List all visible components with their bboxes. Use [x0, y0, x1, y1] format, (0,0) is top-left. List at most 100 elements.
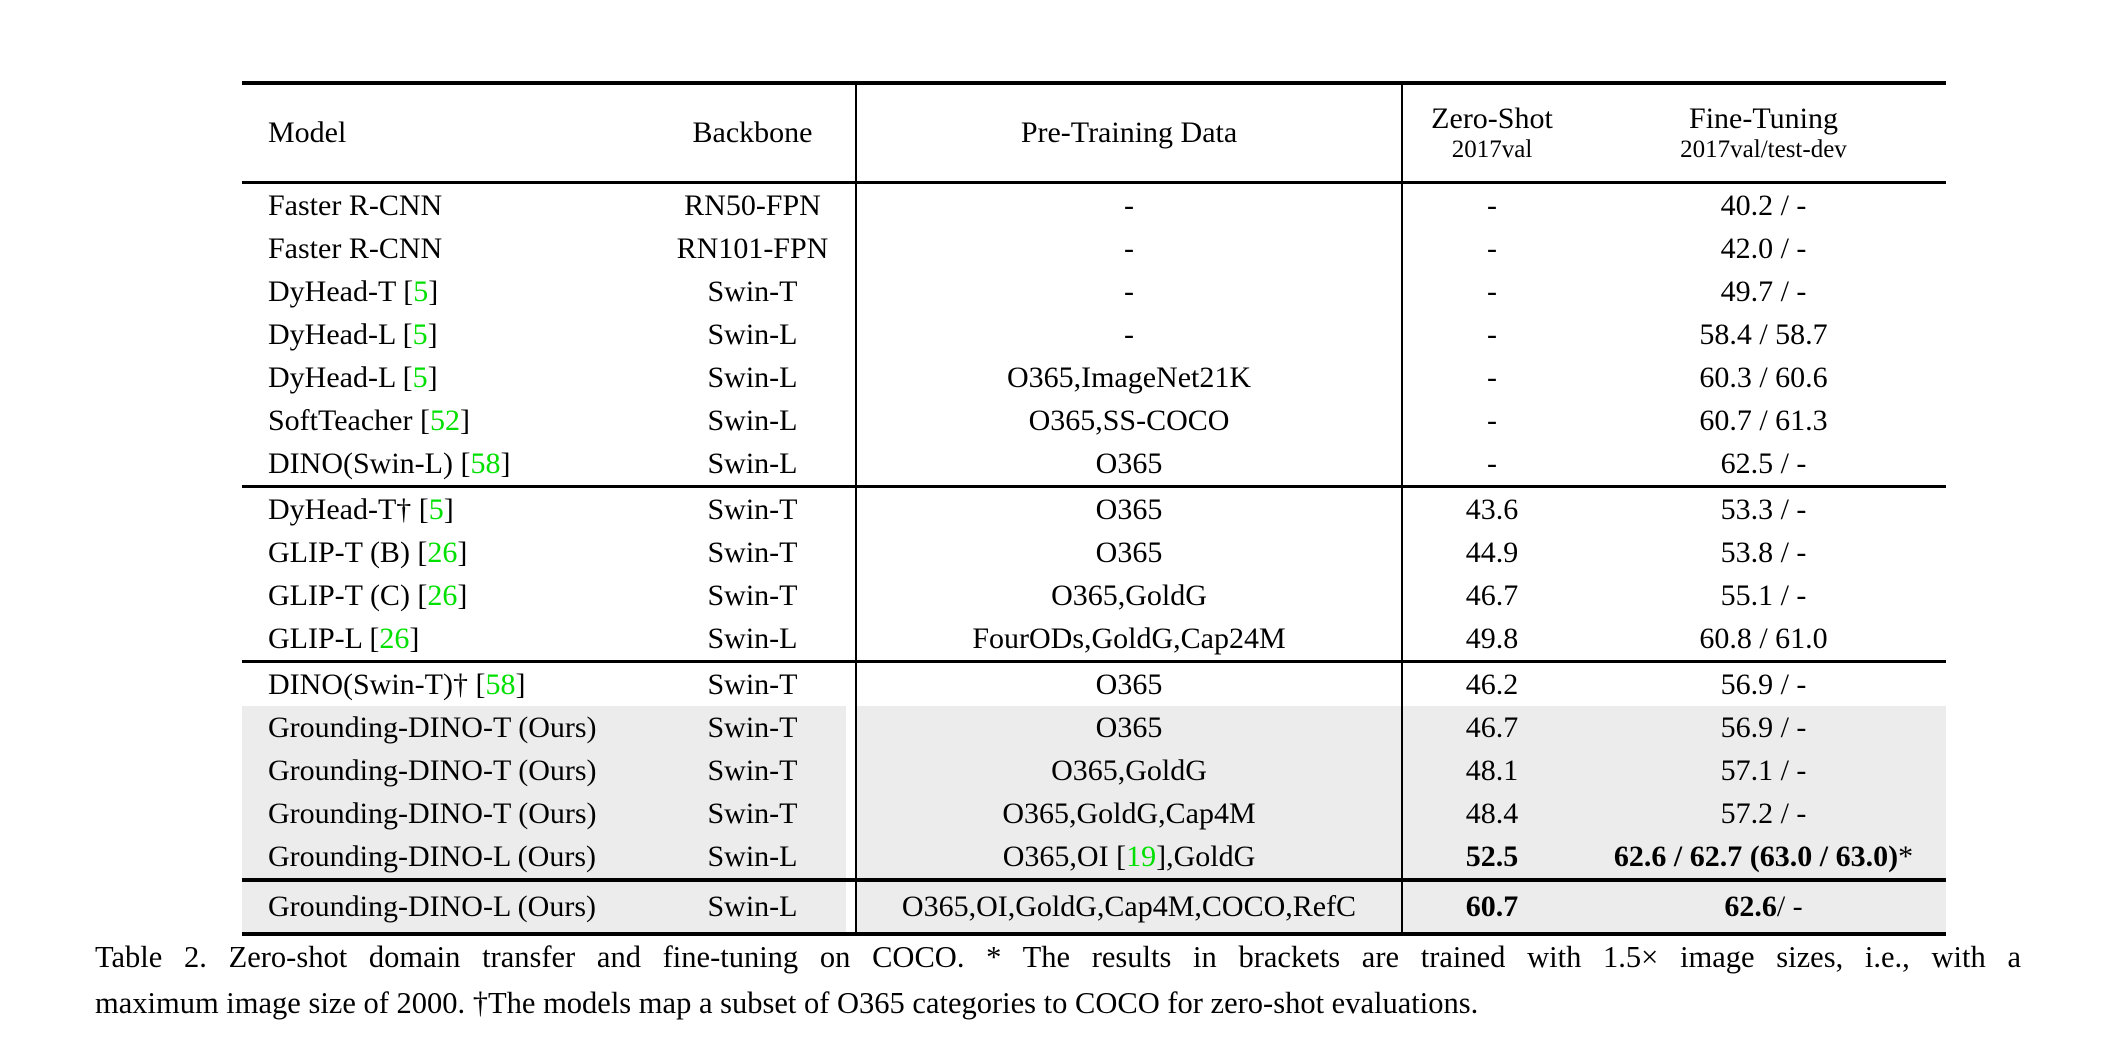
table-row: DINO(Swin-L) [58] Swin-L O365 - 62.5 / -: [242, 442, 1946, 485]
pretraining-data-cell: O365,ImageNet21K: [855, 356, 1401, 399]
table-row: DyHead-T† [5] Swin-T O365 43.6 53.3 / -: [242, 488, 1946, 531]
zero-shot-cell: -: [1401, 399, 1581, 442]
col-header-fine-tuning: Fine-Tuning 2017val/test-dev: [1581, 85, 1946, 181]
fine-tuning-cell: 56.9 / -: [1581, 663, 1946, 706]
zero-shot-value: 46.7: [1465, 710, 1519, 744]
zero-shot-cell: -: [1401, 184, 1581, 227]
zero-shot-value: -: [1487, 360, 1497, 394]
citation-number: 5: [428, 492, 444, 526]
fine-tuning-label: Fine-Tuning: [1689, 102, 1838, 136]
model-name: DyHead-L [: [268, 317, 413, 351]
model-name: Faster R-CNN: [268, 231, 443, 265]
backbone-cell: RN101-FPN: [650, 227, 855, 270]
fine-tuning-value: 56.9 / -: [1720, 667, 1807, 701]
backbone-value: Swin-T: [707, 535, 798, 569]
model-cell: DyHead-L [5]: [242, 313, 650, 356]
pretraining-data-cell: -: [855, 184, 1401, 227]
zero-shot-value: -: [1487, 403, 1497, 437]
backbone-value: Swin-T: [707, 710, 798, 744]
zero-shot-cell: 44.9: [1401, 531, 1581, 574]
model-cell: Grounding-DINO-L (Ours): [242, 835, 650, 878]
model-cell: GLIP-T (B) [26]: [242, 531, 650, 574]
zero-shot-cell: 48.4: [1401, 792, 1581, 835]
table-row: Faster R-CNN RN50-FPN - - 40.2 / -: [242, 184, 1946, 227]
table-row: Faster R-CNN RN101-FPN - - 42.0 / -: [242, 227, 1946, 270]
model-cell: DINO(Swin-T)† [58]: [242, 663, 650, 706]
fine-tuning-value: *: [1898, 839, 1914, 873]
pretraining-data-cell: O365: [855, 442, 1401, 485]
backbone-cell: Swin-L: [650, 617, 855, 660]
pretraining-data-value: O365,SS-COCO: [1028, 403, 1230, 437]
fine-tuning-cell: 55.1 / -: [1581, 574, 1946, 617]
model-cell: Grounding-DINO-T (Ours): [242, 706, 650, 749]
caption-line-2: maximum image size of 2000. †The models …: [95, 986, 1479, 1020]
zero-shot-cell: -: [1401, 356, 1581, 399]
col-header-model: Model: [268, 116, 347, 149]
backbone-cell: Swin-T: [650, 792, 855, 835]
table-row: Grounding-DINO-T (Ours) Swin-T O365,Gold…: [242, 792, 1946, 835]
fine-tuning-value-bold: 62.6 / 62.7 (63.0 / 63.0): [1613, 839, 1899, 873]
table-caption: Table 2. Zero-shot domain transfer and f…: [95, 934, 2021, 1026]
citation-close-bracket: ]: [409, 621, 420, 655]
zero-shot-cell: 46.7: [1401, 706, 1581, 749]
zero-shot-cell: -: [1401, 313, 1581, 356]
fine-tuning-value: 56.9 / -: [1720, 710, 1807, 744]
backbone-cell: Swin-T: [650, 663, 855, 706]
citation-number: 26: [379, 621, 410, 655]
model-name: GLIP-L [: [268, 621, 380, 655]
fine-tuning-value: 62.5 / -: [1720, 446, 1807, 480]
backbone-value: Swin-L: [707, 839, 798, 873]
citation-close-bracket: ]: [428, 274, 439, 308]
zero-shot-value: -: [1487, 231, 1497, 265]
backbone-cell: Swin-L: [650, 835, 855, 878]
pretraining-data-cell: O365: [855, 663, 1401, 706]
model-name: Grounding-DINO-L (Ours): [268, 890, 596, 923]
zero-shot-value: 60.7: [1465, 890, 1519, 923]
backbone-cell: Swin-T: [650, 574, 855, 617]
zero-shot-cell: 46.7: [1401, 574, 1581, 617]
model-cell: Faster R-CNN: [242, 227, 650, 270]
zero-shot-value: 44.9: [1465, 535, 1519, 569]
model-name: Grounding-DINO-T (Ours): [268, 753, 597, 787]
zero-shot-value: -: [1487, 317, 1497, 351]
zero-shot-value: -: [1487, 188, 1497, 222]
zero-shot-cell: 48.1: [1401, 749, 1581, 792]
pretraining-data-value: O365,OI,GoldG,Cap4M,COCO,RefC: [901, 890, 1357, 923]
col-header-backbone: Backbone: [692, 116, 813, 149]
fine-tuning-value: 53.3 / -: [1720, 492, 1807, 526]
fine-tuning-value: 49.7 / -: [1720, 274, 1807, 308]
pretraining-data-cell: O365,GoldG,Cap4M: [855, 792, 1401, 835]
pretraining-data-value: -: [1124, 188, 1134, 222]
table-row: Grounding-DINO-L (Ours) Swin-L O365,OI […: [242, 835, 1946, 878]
table-row: DyHead-L [5] Swin-L O365,ImageNet21K - 6…: [242, 356, 1946, 399]
table-row: DyHead-L [5] Swin-L - - 58.4 / 58.7: [242, 313, 1946, 356]
backbone-value: Swin-L: [707, 890, 798, 923]
backbone-value: RN50-FPN: [684, 188, 821, 222]
model-name: DINO(Swin-T)† [: [268, 667, 486, 701]
backbone-cell: Swin-T: [650, 749, 855, 792]
model-cell: DINO(Swin-L) [58]: [242, 442, 650, 485]
citation-close-bracket: ]: [457, 578, 468, 612]
zero-shot-value: 52.5: [1465, 839, 1519, 873]
fine-tuning-cell: 62.6 / 62.7 (63.0 / 63.0) *: [1581, 835, 1946, 878]
backbone-value: Swin-T: [707, 578, 798, 612]
zero-shot-cell: 43.6: [1401, 488, 1581, 531]
zero-shot-value: -: [1487, 274, 1497, 308]
pretraining-data-value: -: [1124, 231, 1134, 265]
zero-shot-sublabel: 2017val: [1451, 135, 1533, 163]
pretraining-data-cell: -: [855, 227, 1401, 270]
citation-close-bracket: ]: [427, 317, 438, 351]
fine-tuning-value: 55.1 / -: [1720, 578, 1807, 612]
zero-shot-value: 46.7: [1465, 578, 1519, 612]
fine-tuning-value: 40.2 / -: [1720, 188, 1807, 222]
backbone-cell: Swin-T: [650, 531, 855, 574]
fine-tuning-value: 57.1 / -: [1720, 753, 1807, 787]
caption-line-1: Table 2. Zero-shot domain transfer and f…: [95, 940, 2021, 974]
table-row: Grounding-DINO-T (Ours) Swin-T O365 46.7…: [242, 706, 1946, 749]
fine-tuning-cell: 62.5 / -: [1581, 442, 1946, 485]
zero-shot-cell: 60.7: [1401, 882, 1581, 932]
pretraining-data-cell: O365,OI [19],GoldG: [855, 835, 1401, 878]
fine-tuning-sublabel: 2017val/test-dev: [1680, 135, 1847, 163]
fine-tuning-cell: 56.9 / -: [1581, 706, 1946, 749]
model-cell: Grounding-DINO-L (Ours): [242, 882, 650, 932]
